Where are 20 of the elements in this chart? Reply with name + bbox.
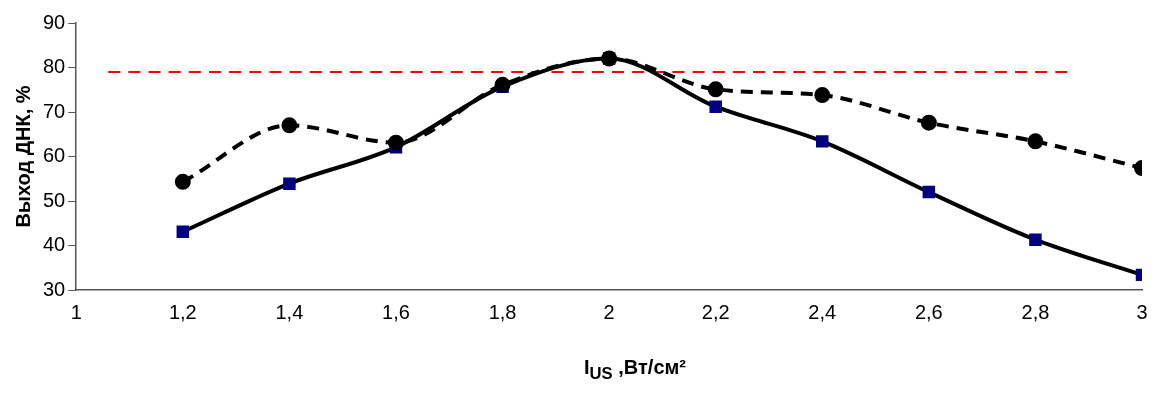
y-tick-label: 70 — [43, 99, 66, 122]
x-tick-label: 1,8 — [488, 300, 517, 323]
y-tick-label: 60 — [43, 144, 66, 167]
y-tick-label: 80 — [43, 55, 66, 78]
x-tick-label: 1 — [70, 300, 82, 323]
y-tick-label: 40 — [43, 233, 66, 256]
y-tick-label: 50 — [43, 188, 66, 211]
y-tick-label: 30 — [43, 277, 66, 300]
x-tick-label: 2,4 — [808, 300, 837, 323]
x-tick-label: 2,8 — [1021, 300, 1050, 323]
x-tick-label: 2,2 — [701, 300, 730, 323]
x-tick-label: 2 — [603, 300, 615, 323]
x-tick-label: 2,6 — [914, 300, 943, 323]
y-axis-title: Выход ДНК, % — [11, 85, 34, 228]
x-tick-label: 1,2 — [168, 300, 197, 323]
y-tick-label: 90 — [43, 10, 66, 33]
x-tick-label: 1,4 — [275, 300, 304, 323]
x-axis-title: I$_{US}$ ,Вт/см² — [583, 356, 687, 384]
x-tick-label: 1,6 — [382, 300, 410, 323]
x-tick-label: 3 — [1136, 300, 1148, 323]
